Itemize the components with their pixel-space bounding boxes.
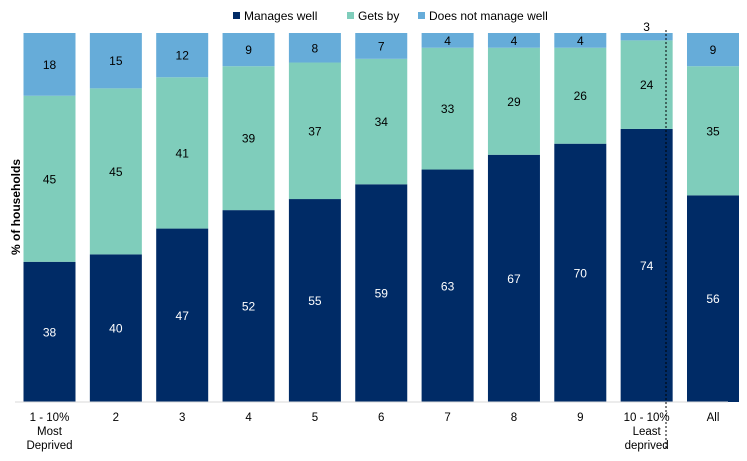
bar-segment-10-1 bbox=[620, 128, 673, 402]
x-tick-label-7-1: 7 bbox=[444, 412, 450, 424]
x-tick-labels: 1 - 10% Most Deprived 2 3 4 5 6 7 8 9 10 - 10% Least… bbox=[26, 412, 719, 452]
x-tick-label-1-3: Deprived bbox=[26, 440, 72, 452]
x-tick-label-10-3: deprived bbox=[625, 440, 669, 452]
x-tick-label-1-1: 1 - 10% bbox=[30, 412, 70, 424]
bar-segment-6-2 bbox=[355, 58, 408, 185]
x-tick-label-11-1: All bbox=[707, 412, 720, 424]
x-tick-label-10-1: 10 - 10% bbox=[624, 412, 670, 424]
data-label-6-2: 34 bbox=[375, 115, 389, 129]
data-label-11-3: 9 bbox=[710, 43, 717, 57]
data-label-10-2: 24 bbox=[640, 78, 654, 92]
bar-segment-4-1 bbox=[222, 210, 275, 402]
data-label-6-1: 59 bbox=[375, 287, 389, 301]
x-tick-label-9-1: 9 bbox=[577, 412, 583, 424]
x-tick-label-5-1: 5 bbox=[312, 412, 318, 424]
data-label-11-1: 56 bbox=[706, 292, 720, 306]
data-label-7-1: 63 bbox=[441, 279, 455, 293]
data-label-10-3: 3 bbox=[643, 20, 650, 34]
legend-swatch-1 bbox=[233, 12, 240, 19]
bar-segment-2-2 bbox=[89, 88, 142, 255]
bar-segment-3-2 bbox=[156, 77, 209, 229]
data-label-4-2: 39 bbox=[242, 132, 256, 146]
bar-segment-7-1 bbox=[421, 169, 474, 402]
bar-segment-8-3 bbox=[487, 33, 540, 48]
bar-segment-10-2 bbox=[620, 40, 673, 129]
bar-segment-6-1 bbox=[355, 184, 408, 402]
legend-label-3: Does not manage well bbox=[429, 9, 548, 23]
data-label-5-2: 37 bbox=[308, 124, 322, 138]
data-label-2-1: 40 bbox=[109, 322, 123, 336]
bar-segment-5-1 bbox=[288, 199, 341, 402]
legend-swatch-3 bbox=[418, 12, 425, 19]
data-label-3-2: 41 bbox=[176, 146, 190, 160]
data-label-6-3: 7 bbox=[378, 39, 385, 53]
data-label-10-1: 74 bbox=[640, 259, 654, 273]
data-label-3-1: 47 bbox=[176, 309, 190, 323]
data-label-8-3: 4 bbox=[511, 34, 518, 48]
data-label-1-2: 45 bbox=[43, 172, 57, 186]
bar-segment-1-1 bbox=[23, 261, 76, 402]
x-tick-label-3-1: 3 bbox=[179, 412, 185, 424]
bar-segment-9-2 bbox=[554, 47, 607, 144]
x-tick-label-2-1: 2 bbox=[113, 412, 119, 424]
x-tick-label-4-1: 4 bbox=[245, 412, 252, 424]
data-label-2-3: 15 bbox=[109, 54, 123, 68]
data-label-9-2: 26 bbox=[574, 89, 588, 103]
bar-segment-5-2 bbox=[288, 62, 341, 200]
x-tick-label-1-2: Most bbox=[37, 426, 63, 438]
bar-segment-6-3 bbox=[355, 33, 408, 59]
data-label-5-1: 55 bbox=[308, 294, 322, 308]
data-label-11-2: 35 bbox=[706, 124, 720, 138]
bar-segment-2-1 bbox=[89, 254, 142, 402]
y-axis-label: % of households bbox=[9, 159, 23, 255]
bar-segment-11-2 bbox=[687, 66, 739, 196]
legend-label-2: Gets by bbox=[358, 9, 399, 23]
data-labels: 3845184045154741125239955378593476333467… bbox=[43, 20, 720, 339]
legend: Manages well Gets by Does not manage well bbox=[233, 9, 548, 23]
data-label-9-3: 4 bbox=[577, 34, 584, 48]
data-label-7-2: 33 bbox=[441, 102, 455, 116]
bar-segment-3-3 bbox=[156, 33, 209, 78]
bar-segment-4-3 bbox=[222, 33, 275, 67]
data-label-7-3: 4 bbox=[444, 34, 451, 48]
bar-segment-8-1 bbox=[487, 154, 540, 402]
bar-segment-9-1 bbox=[554, 143, 607, 402]
bar-segment-2-3 bbox=[89, 33, 142, 89]
bar-segment-9-3 bbox=[554, 33, 607, 48]
bar-segment-7-3 bbox=[421, 33, 474, 48]
bar-segment-1-3 bbox=[23, 33, 76, 96]
bar-segment-4-2 bbox=[222, 66, 275, 211]
bar-segment-1-2 bbox=[23, 95, 76, 262]
bar-segment-8-2 bbox=[487, 47, 540, 155]
data-label-8-1: 67 bbox=[507, 272, 521, 286]
legend-label-1: Manages well bbox=[244, 9, 317, 23]
bar-segment-11-3 bbox=[687, 33, 739, 67]
data-label-3-3: 12 bbox=[176, 49, 190, 63]
data-label-4-1: 52 bbox=[242, 300, 256, 314]
x-tick-label-6-1: 6 bbox=[378, 412, 384, 424]
data-label-1-3: 18 bbox=[43, 58, 57, 72]
bar-segment-5-3 bbox=[288, 33, 341, 63]
data-label-9-1: 70 bbox=[574, 266, 588, 280]
data-label-1-1: 38 bbox=[43, 325, 57, 339]
legend-swatch-2 bbox=[347, 12, 354, 19]
bar-segment-3-1 bbox=[156, 228, 209, 402]
bars bbox=[23, 33, 739, 402]
bar-segment-10-3 bbox=[620, 33, 673, 41]
bar-segment-11-1 bbox=[687, 195, 739, 402]
data-label-8-2: 29 bbox=[507, 95, 521, 109]
data-label-2-2: 45 bbox=[109, 165, 123, 179]
x-tick-label-10-2: Least bbox=[633, 426, 662, 438]
x-tick-label-8-1: 8 bbox=[511, 412, 517, 424]
bar-segment-7-2 bbox=[421, 47, 474, 170]
data-label-4-3: 9 bbox=[245, 43, 252, 57]
data-label-5-3: 8 bbox=[312, 41, 319, 55]
